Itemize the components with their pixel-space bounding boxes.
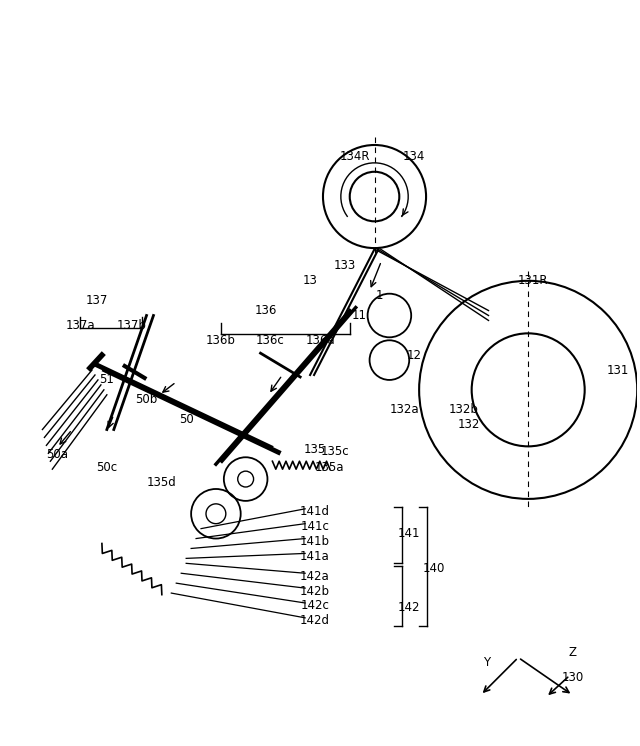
Text: 140: 140 (423, 562, 445, 574)
Text: 136c: 136c (256, 333, 285, 347)
Text: 141: 141 (398, 527, 420, 540)
Text: 136a: 136a (305, 333, 335, 347)
Text: 131: 131 (606, 363, 628, 377)
Text: 11: 11 (352, 309, 367, 322)
Text: 141a: 141a (300, 550, 330, 563)
Text: 136: 136 (254, 304, 276, 317)
Text: 133: 133 (333, 260, 356, 272)
Text: 134R: 134R (339, 151, 370, 163)
Text: 131R: 131R (518, 275, 548, 287)
Text: 13: 13 (303, 275, 317, 287)
Text: 135d: 135d (147, 475, 176, 489)
Text: 141b: 141b (300, 535, 330, 548)
Text: 141c: 141c (301, 520, 330, 533)
Text: 132a: 132a (390, 403, 419, 416)
Text: 137: 137 (86, 294, 108, 307)
Text: 132b: 132b (449, 403, 479, 416)
Text: 137b: 137b (116, 319, 147, 332)
Text: 141d: 141d (300, 505, 330, 518)
Text: 142a: 142a (300, 570, 330, 583)
Text: 135: 135 (304, 443, 326, 456)
Text: 135a: 135a (315, 461, 345, 474)
Text: 1: 1 (376, 289, 383, 302)
Text: 142d: 142d (300, 614, 330, 627)
Text: 142c: 142c (301, 600, 330, 612)
Text: Y: Y (483, 656, 490, 669)
Text: 142: 142 (398, 601, 420, 615)
Text: 12: 12 (406, 348, 422, 362)
Text: 142b: 142b (300, 585, 330, 598)
Text: 130: 130 (562, 671, 584, 684)
Text: 51: 51 (99, 374, 115, 386)
Text: 50c: 50c (96, 461, 117, 474)
Text: 50b: 50b (136, 393, 157, 407)
Text: 50: 50 (179, 413, 193, 426)
Text: 135c: 135c (321, 445, 349, 458)
Text: Z: Z (569, 646, 577, 659)
Text: 50a: 50a (46, 448, 68, 461)
Text: 137a: 137a (65, 319, 95, 332)
Text: 134: 134 (403, 151, 426, 163)
Text: 132: 132 (458, 418, 480, 431)
Text: 136b: 136b (206, 333, 236, 347)
